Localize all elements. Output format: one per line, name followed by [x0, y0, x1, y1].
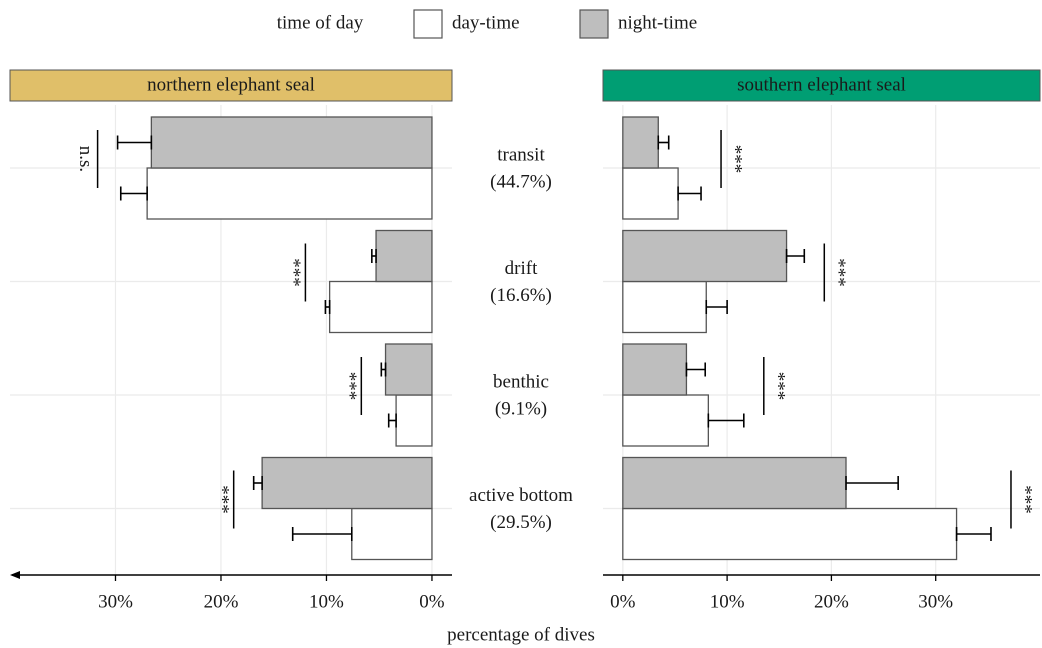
error-bar — [371, 249, 377, 263]
bar — [395, 394, 433, 447]
error-bar — [707, 413, 745, 428]
error-bar — [657, 135, 670, 150]
category-share: (44.7%) — [490, 171, 552, 192]
category-share: (29.5%) — [490, 512, 552, 533]
bar — [622, 394, 709, 447]
bar — [150, 116, 433, 169]
bar — [384, 343, 433, 396]
x-tick-label: 10% — [710, 591, 745, 612]
x-tick-label: 0% — [610, 591, 636, 612]
bar — [622, 116, 659, 169]
bar — [351, 507, 433, 561]
bar — [375, 229, 433, 283]
bar — [622, 456, 847, 510]
error-bar — [324, 300, 331, 314]
error-bar — [677, 186, 702, 201]
x-axis-label: percentage of dives — [447, 624, 595, 645]
legend-title: time of day — [277, 12, 364, 33]
legend-swatch — [579, 9, 609, 39]
bar — [622, 343, 688, 396]
bar — [622, 167, 679, 220]
bar — [622, 229, 788, 283]
significance-label: n.s. — [75, 146, 96, 172]
category-share: (9.1%) — [495, 398, 547, 419]
category-label: transit — [497, 144, 545, 165]
error-bar — [387, 413, 397, 428]
axis-arrow — [10, 571, 20, 579]
bar — [146, 167, 433, 220]
error-bar — [119, 186, 148, 201]
legend-swatch — [413, 9, 443, 39]
panel-strip — [602, 69, 1041, 102]
x-tick-label: 0% — [419, 591, 445, 612]
error-bar — [845, 476, 899, 490]
x-tick-label: 20% — [814, 591, 849, 612]
error-bar — [705, 300, 728, 314]
significance-label: *** — [283, 258, 304, 287]
x-tick-label: 30% — [98, 591, 133, 612]
bar — [622, 280, 707, 334]
category-label: benthic — [493, 371, 549, 392]
significance-label: *** — [767, 372, 788, 401]
error-bar — [252, 476, 263, 490]
category-share: (16.6%) — [490, 285, 552, 306]
category-label: active bottom — [469, 485, 573, 506]
bar — [622, 507, 958, 561]
significance-label: *** — [1015, 485, 1036, 514]
error-bar — [685, 362, 707, 377]
error-bar — [380, 362, 387, 377]
error-bar — [785, 249, 806, 263]
legend-label: day-time — [452, 12, 520, 33]
category-label: drift — [505, 258, 538, 279]
legend-label: night-time — [618, 12, 697, 33]
significance-label: *** — [725, 145, 746, 174]
panel-title: northern elephant seal — [147, 74, 315, 95]
significance-label: *** — [828, 258, 849, 287]
error-bar — [955, 527, 992, 541]
significance-label: *** — [211, 485, 232, 514]
x-tick-label: 20% — [204, 591, 239, 612]
x-tick-label: 30% — [918, 591, 953, 612]
bar — [328, 280, 433, 334]
x-tick-label: 10% — [309, 591, 344, 612]
significance-label: *** — [339, 372, 360, 401]
panel-strip — [9, 69, 453, 102]
bar — [261, 456, 433, 510]
error-bar — [291, 527, 353, 541]
panel-title: southern elephant seal — [737, 74, 906, 95]
error-bar — [116, 135, 153, 150]
